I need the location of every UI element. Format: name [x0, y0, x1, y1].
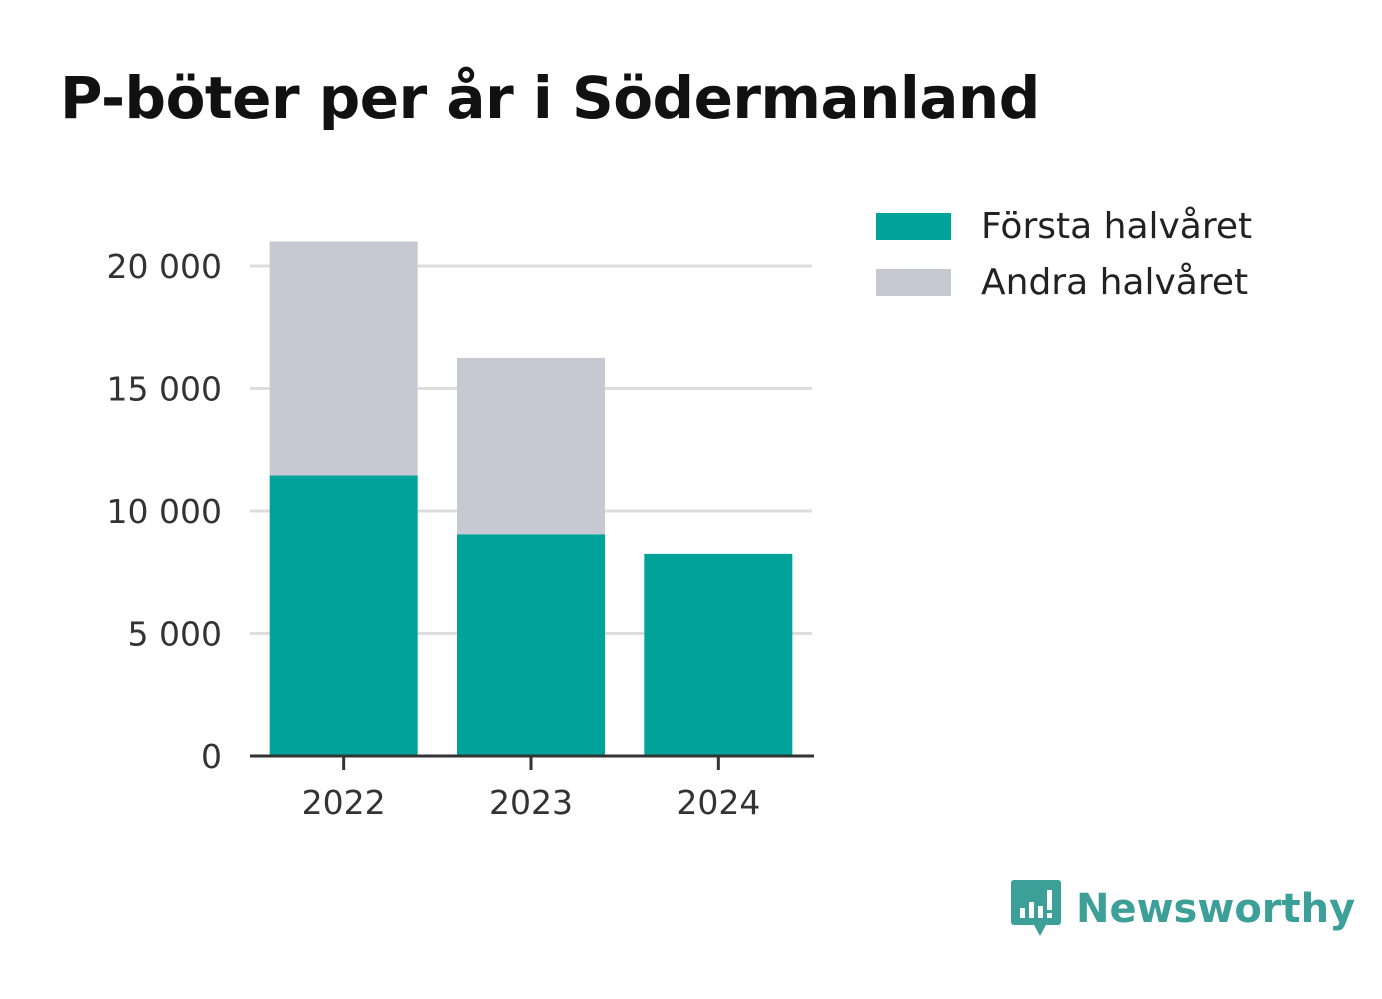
y-tick-label: 10 000 [107, 492, 222, 531]
bar-first-half-2023 [457, 534, 605, 756]
bar-first-half-2022 [269, 475, 418, 756]
legend-label-first-half: Första halvåret [981, 205, 1253, 247]
legend-item-first-half: Första halvåret [876, 198, 1252, 254]
y-tick-label: 5 000 [128, 615, 222, 654]
x-tick-label: 2023 [489, 783, 573, 822]
bar-chart-speech-bubble-icon [1011, 880, 1061, 936]
x-tick-label: 2024 [676, 783, 760, 822]
legend-swatch-first-half [876, 212, 951, 240]
x-tick-label: 2022 [302, 783, 386, 822]
brand-logo: Newsworthy [1010, 878, 1355, 940]
legend-swatch-second-half [876, 268, 951, 296]
brand-name: Newsworthy [1076, 886, 1356, 932]
legend: Första halvåret Andra halvåret [876, 198, 1252, 310]
legend-item-second-half: Andra halvåret [876, 254, 1252, 310]
y-tick-label: 20 000 [107, 247, 222, 286]
bar-second-half-2023 [457, 357, 605, 535]
legend-label-second-half: Andra halvåret [981, 261, 1249, 303]
y-tick-label: 0 [201, 737, 222, 776]
chart-title: P-böter per år i Södermanland [60, 64, 1040, 132]
bar-second-half-2022 [269, 241, 418, 476]
bar-first-half-2024 [644, 553, 793, 756]
y-tick-label: 15 000 [107, 370, 222, 409]
